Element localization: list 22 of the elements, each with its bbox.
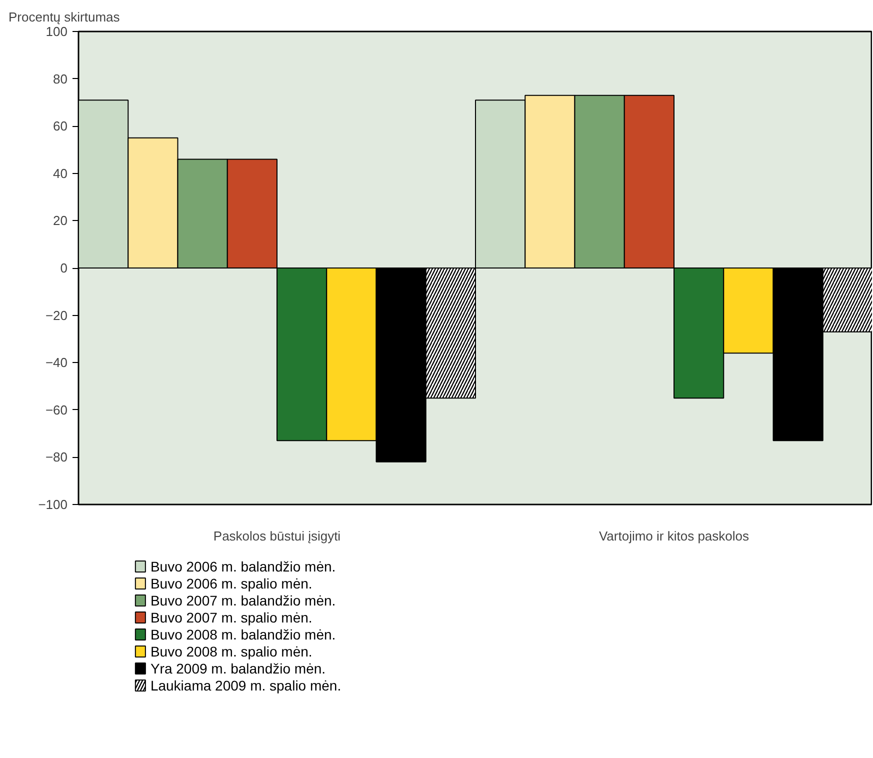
- legend-label: Buvo 2008 m. spalio mėn.: [150, 644, 312, 660]
- legend-label: Laukiama 2009 m. spalio mėn.: [150, 678, 342, 694]
- x-tick-label: Paskolos būstui įsigyti: [213, 528, 341, 544]
- y-tick-label: 100: [46, 24, 68, 39]
- legend-label: Buvo 2007 m. balandžio mėn.: [150, 592, 336, 608]
- y-tick-label: −80: [45, 450, 68, 465]
- legend-label: Buvo 2007 m. spalio mėn.: [150, 610, 312, 626]
- y-tick-label: −100: [38, 497, 68, 512]
- y-tick-label: −40: [45, 355, 68, 370]
- legend-label: Yra 2009 m. balandžio mėn.: [150, 660, 326, 676]
- legend-label: Buvo 2006 m. spalio mėn.: [150, 576, 312, 592]
- legend-label: Buvo 2008 m. balandžio mėn.: [150, 626, 336, 642]
- y-axis-title: Procentų skirtumas: [8, 10, 120, 24]
- y-tick-label: 80: [53, 71, 68, 86]
- y-tick-label: 0: [60, 260, 68, 276]
- y-tick-label: 60: [53, 118, 68, 134]
- legend-label: Buvo 2006 m. balandžio mėn.: [150, 558, 336, 574]
- y-tick-label: 40: [53, 166, 68, 181]
- x-tick-label: Vartojimo ir kitos paskolos: [598, 528, 750, 544]
- y-tick-label: −20: [45, 308, 68, 323]
- y-tick-label: −60: [45, 402, 68, 418]
- y-tick-label: 20: [53, 213, 68, 228]
